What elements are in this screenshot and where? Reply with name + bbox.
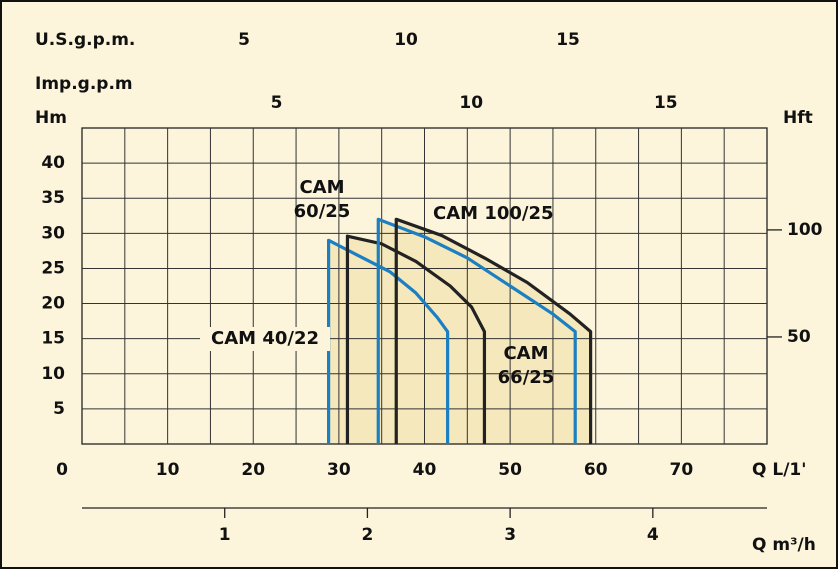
curve-label: CAM 100/25 — [433, 203, 554, 224]
y-tick-label: 10 — [41, 364, 65, 384]
y-tick-label: 40 — [41, 153, 65, 173]
y2-tick-label: 100 — [787, 220, 823, 240]
y-axis-label: Hm — [35, 108, 67, 128]
area-fill — [396, 219, 591, 444]
x-tick-label: 10 — [156, 460, 180, 480]
bottom-tick-label: 4 — [647, 525, 659, 545]
top-tick-label: 15 — [654, 93, 678, 113]
bottom-axis-label: Q m³/h — [752, 535, 816, 555]
bottom-tick-label: 3 — [504, 525, 516, 545]
top-tick-label: 10 — [459, 93, 483, 113]
bottom-tick-label: 1 — [219, 525, 231, 545]
pump-curve — [345, 234, 487, 444]
x-tick-label: 30 — [327, 460, 351, 480]
label-bg — [200, 327, 330, 351]
y2-tick-label: 50 — [787, 327, 811, 347]
x-tick-label: 60 — [584, 460, 608, 480]
pump-curve — [394, 217, 593, 444]
top-tick-label: 15 — [556, 30, 580, 50]
curve-label: CAM 40/22 — [211, 328, 319, 349]
top-axis-label: U.S.g.p.m. — [35, 30, 135, 50]
x-axis-label: Q L/1' — [752, 460, 806, 480]
pump-curve — [327, 238, 450, 444]
y-tick-label: 30 — [41, 223, 65, 243]
x-tick-label: 20 — [241, 460, 265, 480]
x-tick-label: 40 — [413, 460, 437, 480]
y-tick-label: 35 — [41, 188, 65, 208]
y-tick-label: 15 — [41, 329, 65, 349]
top-tick-label: 5 — [238, 30, 250, 50]
curve-label: CAM 60/25 — [294, 177, 351, 222]
curve-label: CAM 66/25 — [498, 343, 555, 388]
top-tick-label: 10 — [394, 30, 418, 50]
x-tick-label: 0 — [56, 460, 68, 480]
top-tick-label: 5 — [271, 93, 283, 113]
x-tick-label: 70 — [670, 460, 694, 480]
y-tick-label: 25 — [41, 258, 65, 278]
y2-axis-label: Hft — [783, 108, 813, 128]
y-tick-label: 20 — [41, 294, 65, 314]
top-axis-label: Imp.g.p.m — [35, 74, 133, 94]
x-tick-label: 50 — [498, 460, 522, 480]
bottom-tick-label: 2 — [361, 525, 373, 545]
pump-curve — [376, 217, 577, 444]
y-tick-label: 5 — [53, 399, 65, 419]
